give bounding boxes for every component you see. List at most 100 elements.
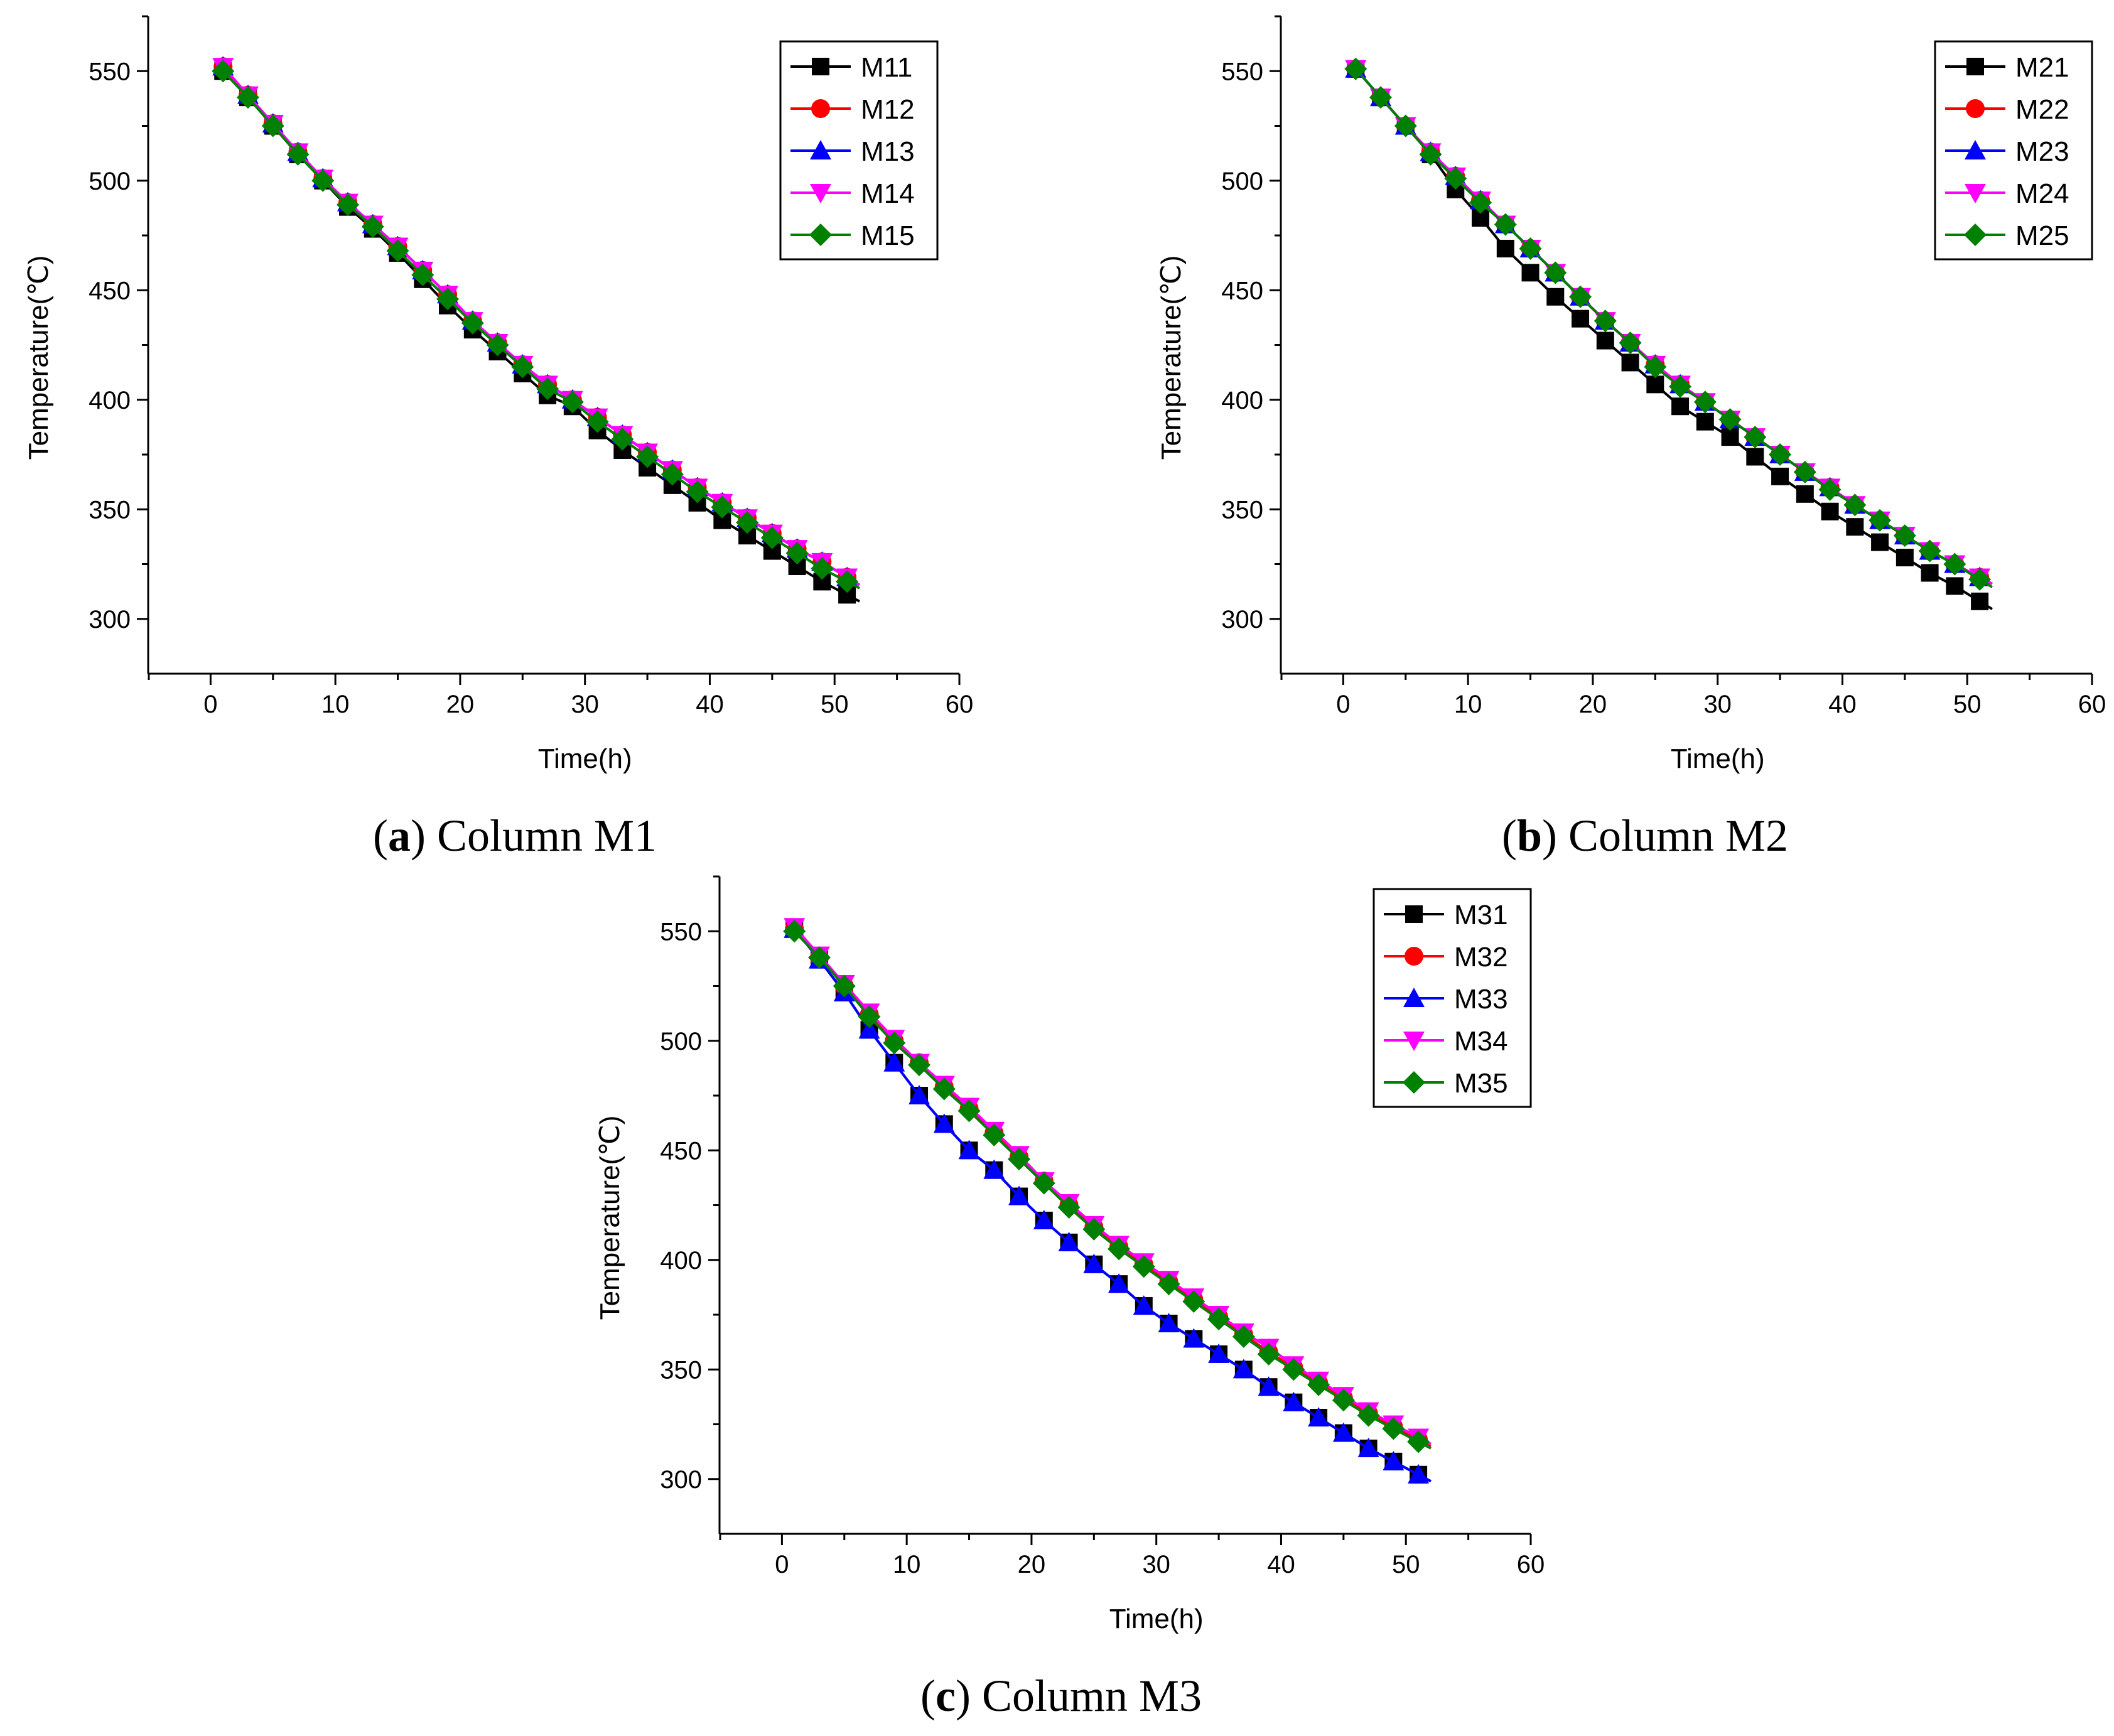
chart-b-x-tick-label: 10 <box>1454 691 1482 718</box>
chart-c-x-tick-label: 10 <box>893 1551 921 1578</box>
caption-b: (b) Column M2 <box>1501 811 1789 861</box>
chart-b-series-M25-point <box>1669 375 1692 398</box>
chart-c-x-axis-label: Time(h) <box>1109 1604 1204 1634</box>
chart-a-series-M15-point <box>811 557 834 580</box>
chart-b-series-M21-point <box>1496 239 1514 257</box>
chart-c-series-M35-point <box>1382 1417 1405 1440</box>
chart-a-x-tick-label: 60 <box>946 691 974 718</box>
chart-panel-b: 0 10 20 30 40 50 60 300 350 400 450 500 550 Time(h) Te… <box>1144 11 2106 784</box>
chart-c-series-M35-point <box>983 1123 1006 1146</box>
chart-b-series-M21-point <box>1896 549 1914 567</box>
chart-c-legend-marker <box>1403 988 1425 1007</box>
chart-c-series-M33-point <box>1408 1464 1430 1484</box>
chart-c-series-M35-point <box>1332 1389 1355 1412</box>
chart-b-series-M21-point <box>1596 332 1614 350</box>
chart-b-series-M25-point <box>1644 355 1667 379</box>
chart-b-series-M25-point <box>1744 426 1767 449</box>
chart-a-series-M15-line <box>222 70 860 590</box>
chart-b-series-M21-point <box>1721 428 1739 446</box>
chart-c-series-M35-point <box>1008 1148 1031 1171</box>
chart-a-x-tick-label: 40 <box>696 691 724 718</box>
chart-a-legend-marker <box>810 140 831 159</box>
chart-c-legend-marker <box>1403 1032 1425 1051</box>
chart-c-series-M33-point <box>1383 1450 1405 1470</box>
chart-b-x-tick-label: 30 <box>1703 691 1732 718</box>
chart-a-series-M12-line <box>222 65 861 586</box>
chart-c-x-tick-label: 40 <box>1267 1551 1295 1578</box>
chart-b-series-M25-point <box>1394 114 1417 137</box>
chart-b-series-M22-line <box>1354 68 1993 585</box>
chart-b-series-M25-point <box>1869 509 1892 532</box>
chart-a-series-M15-point <box>237 86 260 109</box>
chart-a-series-M15-point <box>561 391 584 414</box>
chart-c-series-M33-point <box>1108 1273 1130 1293</box>
chart-a-y-tick-label: 400 <box>89 387 131 414</box>
chart-a-legend-marker <box>812 58 829 75</box>
chart-c-series-M33-point <box>909 1085 930 1104</box>
chart-b-x-axis-label: Time(h) <box>1671 743 1765 774</box>
chart-b-series-M25-point <box>1344 57 1367 80</box>
chart-b-series-M21-point <box>1546 288 1565 306</box>
chart-b-series-M25-point <box>1369 86 1393 109</box>
chart-a-x-tick-label: 10 <box>321 691 350 718</box>
chart-b-series-M25-point <box>1544 261 1567 284</box>
chart-a-legend: M11 M12 M13 M14 M15 <box>779 40 939 261</box>
chart-c-series-M35-line <box>793 930 1432 1450</box>
chart-b-series-M25-point <box>1444 167 1467 190</box>
chart-a-x-tick-label: 0 <box>203 691 217 718</box>
caption-c-text: Column M3 <box>981 1671 1202 1721</box>
chart-c-series-M35-point <box>1032 1172 1055 1195</box>
chart-a-y-axis-label: Temperature(℃) <box>23 256 54 460</box>
chart-c-legend-label: M33 <box>1454 984 1508 1015</box>
chart-c-legend-marker <box>1405 947 1423 966</box>
chart-b-series-M25-point <box>1594 310 1617 333</box>
chart-b-series-M21-point <box>1771 467 1789 485</box>
chart-a-series-M15-point <box>686 480 709 504</box>
chart-b-legend-label: M25 <box>2015 220 2069 251</box>
chart-a-legend-label: M13 <box>861 136 915 167</box>
chart-c-series-M35-point <box>883 1032 906 1055</box>
chart-b-legend: M21 M22 M23 M24 M25 <box>1934 40 2093 261</box>
chart-b-y-tick-label: 500 <box>1221 168 1263 195</box>
chart-c-legend-marker <box>1403 1071 1425 1094</box>
chart-c-y-tick-label: 300 <box>660 1466 702 1494</box>
chart-a-series-M15-point <box>311 169 335 192</box>
chart-c-series-M33-point <box>983 1159 1005 1179</box>
chart-c-series-M35-point <box>1108 1237 1131 1261</box>
chart-c-series-M35-point <box>783 920 806 943</box>
chart-b-series-M25-point <box>1893 524 1916 547</box>
chart-c-series-M35-point <box>833 974 856 998</box>
chart-b-series-M21-point <box>1946 577 1964 595</box>
caption-a: (a) Column M1 <box>372 811 657 861</box>
chart-c-series-M35-point <box>1132 1255 1155 1278</box>
chart-c-series-M33-point <box>1008 1185 1030 1205</box>
chart-a-series-M15-point <box>760 526 784 549</box>
chart-c-series-M33-point <box>1083 1253 1105 1273</box>
chart-a-series-M14-line <box>222 65 861 586</box>
chart-b-series-M25-point <box>1818 478 1842 501</box>
chart-b-x-tick-label: 40 <box>1828 691 1857 718</box>
chart-c-y-axis-label: Temperature(℃) <box>595 1116 625 1320</box>
chart-b-svg: 0 10 20 30 40 50 60 300 350 400 450 500 550 Time(h) Te… <box>1156 15 2106 774</box>
chart-a-legend-label: M14 <box>861 178 915 209</box>
chart-c-series-M33-point <box>1033 1209 1055 1229</box>
caption-c-letter: c <box>935 1671 956 1721</box>
chart-c-y-tick-label: 550 <box>660 918 702 946</box>
chart-c-series-M35-point <box>1207 1307 1231 1330</box>
chart-c-series-M33-point <box>858 1019 880 1039</box>
chart-a-series-M11-line <box>222 70 860 603</box>
chart-c-series-M33-point <box>1258 1376 1280 1396</box>
chart-c-series-M35-point <box>1307 1373 1330 1396</box>
chart-b-series-M25-point <box>1693 391 1717 414</box>
chart-c-series-M35-point <box>932 1077 956 1101</box>
chart-a-series-M15-point <box>337 193 360 217</box>
chart-c-legend-label: M32 <box>1454 942 1508 973</box>
chart-a-series-M15-point <box>411 263 434 286</box>
chart-c-series-M33-point <box>883 1052 905 1072</box>
chart-c-series-M35-point <box>1407 1430 1430 1453</box>
chart-c-svg: 0 10 20 30 40 50 60 300 350 400 450 500 550 Time(h) Te… <box>595 875 1545 1634</box>
caption-b-text: Column M2 <box>1568 811 1789 861</box>
chart-a-x-tick-label: 30 <box>571 691 599 718</box>
chart-c-series-M33-point <box>1208 1343 1230 1363</box>
chart-c-x-tick-label: 0 <box>775 1551 789 1578</box>
